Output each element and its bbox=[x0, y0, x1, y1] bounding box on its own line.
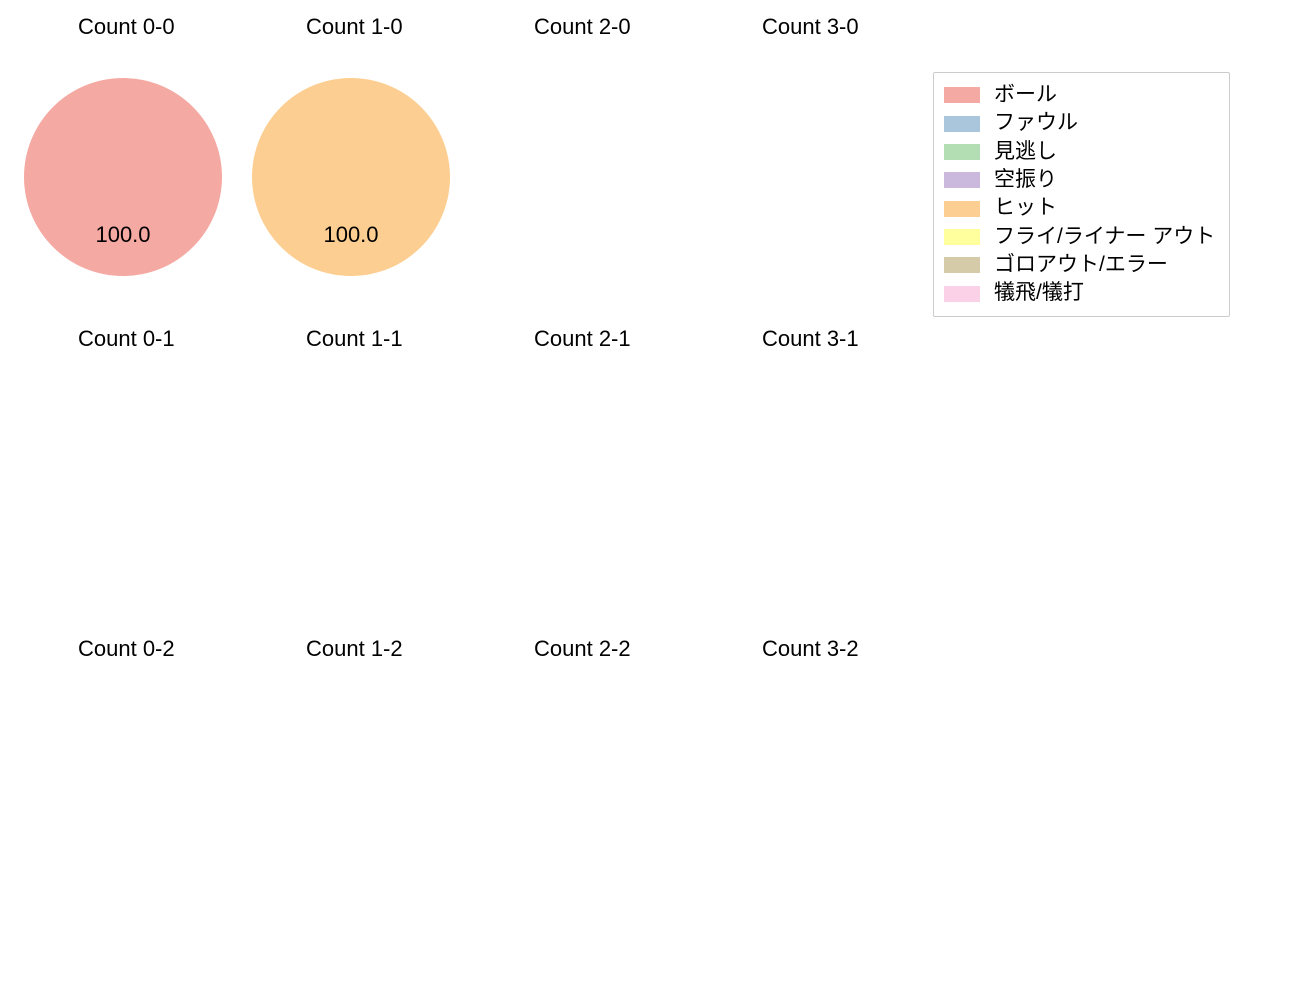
legend-item: 見逃し bbox=[944, 138, 1215, 166]
legend-label: 犠飛/犠打 bbox=[994, 279, 1084, 307]
legend-item: フライ/ライナー アウト bbox=[944, 223, 1215, 251]
legend-item: 空振り bbox=[944, 166, 1215, 194]
panel-title: Count 0-1 bbox=[78, 326, 175, 352]
panel-title: Count 3-0 bbox=[762, 14, 859, 40]
legend-swatch bbox=[944, 286, 980, 302]
legend-label: ヒット bbox=[994, 194, 1057, 222]
legend-item: ゴロアウト/エラー bbox=[944, 251, 1215, 279]
panel-title: Count 0-2 bbox=[78, 636, 175, 662]
legend-swatch bbox=[944, 144, 980, 160]
legend-swatch bbox=[944, 201, 980, 217]
legend: ボールファウル見逃し空振りヒットフライ/ライナー アウトゴロアウト/エラー犠飛/… bbox=[933, 72, 1230, 317]
chart-stage: Count 0-0 100.0 Count 1-0 100.0 Count 2-0 Cou… bbox=[0, 0, 1300, 1000]
legend-swatch bbox=[944, 116, 980, 132]
legend-label: 空振り bbox=[994, 166, 1057, 194]
legend-item: ボール bbox=[944, 81, 1215, 109]
panel-title: Count 2-1 bbox=[534, 326, 631, 352]
panel-title: Count 1-1 bbox=[306, 326, 403, 352]
panel-title: Count 0-0 bbox=[78, 14, 175, 40]
legend-label: フライ/ライナー アウト bbox=[994, 223, 1215, 251]
panel-title: Count 2-0 bbox=[534, 14, 631, 40]
legend-label: ボール bbox=[994, 81, 1057, 109]
pie-slice-label: 100.0 bbox=[95, 222, 150, 248]
panel-title: Count 2-2 bbox=[534, 636, 631, 662]
pie-slice-label: 100.0 bbox=[323, 222, 378, 248]
legend-item: ファウル bbox=[944, 109, 1215, 137]
legend-label: ファウル bbox=[994, 109, 1078, 137]
legend-label: ゴロアウト/エラー bbox=[994, 251, 1168, 279]
legend-item: 犠飛/犠打 bbox=[944, 279, 1215, 307]
legend-label: 見逃し bbox=[994, 138, 1057, 166]
legend-swatch bbox=[944, 229, 980, 245]
panel-title: Count 1-2 bbox=[306, 636, 403, 662]
panel-title: Count 3-2 bbox=[762, 636, 859, 662]
panel-title: Count 3-1 bbox=[762, 326, 859, 352]
panel-title: Count 1-0 bbox=[306, 14, 403, 40]
legend-swatch bbox=[944, 257, 980, 273]
legend-swatch bbox=[944, 172, 980, 188]
legend-item: ヒット bbox=[944, 194, 1215, 222]
legend-swatch bbox=[944, 87, 980, 103]
